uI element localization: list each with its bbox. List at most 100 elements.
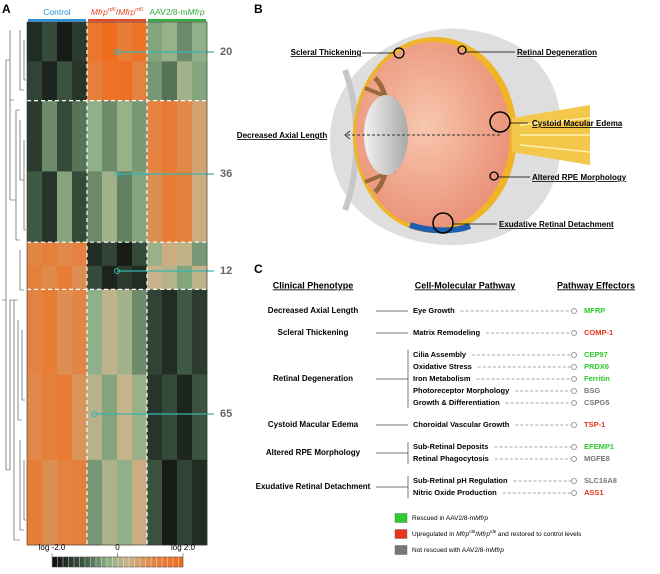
table-header: Cell-Molecular Pathway [415, 280, 516, 290]
text-part: Upregulated in [412, 531, 456, 538]
effector: PRDX6 [584, 362, 609, 371]
heatmap-cell [27, 61, 42, 101]
link-end [572, 445, 577, 450]
heatmap-cell [87, 242, 102, 266]
heatmap-cell [27, 266, 42, 290]
effector: EFEMP1 [584, 442, 614, 451]
group-label: Mfrprd6/Mfrprd6 [91, 7, 144, 17]
heatmap-cell [102, 101, 117, 172]
heatmap-cell [147, 375, 162, 461]
effector: Ferritin [584, 374, 610, 383]
cluster-size: 20 [220, 46, 232, 58]
heatmap-cell [42, 289, 57, 375]
heatmap-cell [132, 171, 147, 242]
heatmap-cell [87, 289, 102, 375]
colorbar-label: log 2.0 [171, 543, 196, 552]
heatmap-cell [72, 101, 87, 172]
heatmap-cell [42, 460, 57, 546]
heatmap-cell [42, 266, 57, 290]
group-label: Control [43, 7, 71, 17]
heatmap-cell [192, 289, 207, 375]
heatmap-cell [42, 61, 57, 101]
pathway: Iron Metabolism [413, 374, 471, 383]
heatmap-cell [132, 375, 147, 461]
legend-text: Upregulated in Mfrprd6/Mfrprd6 and resto… [412, 529, 582, 538]
heatmap-cell [162, 22, 177, 62]
heatmap-cell [147, 242, 162, 266]
heatmap-cell [132, 101, 147, 172]
heatmap-cell [87, 101, 102, 172]
heatmap-cell [102, 375, 117, 461]
heatmap-cell [102, 460, 117, 546]
heatmap-cell [162, 242, 177, 266]
effector: CSPG5 [584, 398, 609, 407]
link-end [572, 457, 577, 462]
heatmap-cell [87, 22, 102, 62]
colorbar [52, 557, 183, 567]
text-part: Mfrp [188, 7, 205, 17]
group-bar [88, 19, 146, 22]
eye-label: Cystoid Macular Edema [532, 119, 623, 128]
legend-swatch [395, 546, 407, 555]
heatmap: 20361265ControlMfrprd6/Mfrprd6AAV2/8-mMf… [27, 7, 232, 567]
heatmap-cell [57, 460, 72, 546]
heatmap-cell [117, 171, 132, 242]
text-part: Mfrp [491, 547, 504, 554]
heatmap-cell [177, 375, 192, 461]
link-end [572, 389, 577, 394]
pathway: Sub-Retinal pH Regulation [413, 476, 508, 485]
text-part: Control [43, 7, 71, 17]
heatmap-cell [147, 289, 162, 375]
pathway: Sub-Retinal Deposits [413, 442, 488, 451]
heatmap-cell [162, 289, 177, 375]
heatmap-cell [72, 242, 87, 266]
heatmap-cell [57, 289, 72, 375]
heatmap-cell [177, 460, 192, 546]
heatmap-cell [57, 101, 72, 172]
cluster-size: 65 [220, 408, 232, 420]
heatmap-cell [132, 289, 147, 375]
text-part: Not rescued with AAV2/8-m [412, 547, 491, 554]
heatmap-cell [57, 266, 72, 290]
heatmap-cell [177, 289, 192, 375]
heatmap-cell [87, 460, 102, 546]
heatmap-cell [72, 460, 87, 546]
heatmap-cell [147, 266, 162, 290]
phenotype: Retinal Degeneration [273, 374, 353, 383]
pathway: Cilia Assembly [413, 350, 467, 359]
eye-label: Scleral Thickening [291, 48, 362, 57]
heatmap-cell [27, 101, 42, 172]
heatmap-cell [27, 289, 42, 375]
heatmap-cell [57, 242, 72, 266]
heatmap-cell [177, 242, 192, 266]
group-label: AAV2/8-mMfrp [149, 7, 204, 17]
heatmap-cell [87, 266, 102, 290]
panel-label: C [254, 262, 263, 276]
heatmap-cell [102, 289, 117, 375]
pathway: Retinal Phagocytosis [413, 454, 489, 463]
text-part: Mfrp [91, 7, 108, 17]
heatmap-cell [102, 22, 117, 62]
pathway: Choroidal Vascular Growth [413, 420, 510, 429]
effector: COMP-1 [584, 328, 613, 337]
effector: BSG [584, 386, 600, 395]
group-bar [28, 19, 86, 22]
pathway: Matrix Remodeling [413, 328, 481, 337]
phenotype: Cystoid Macular Edema [268, 420, 359, 429]
heatmap-cell [192, 375, 207, 461]
heatmap-cell [87, 61, 102, 101]
heatmap-cell [177, 61, 192, 101]
pathway: Photoreceptor Morphology [413, 386, 510, 395]
text-part: Mfrp [118, 7, 135, 17]
text-part: AAV2/8-m [149, 7, 187, 17]
text-part: Rescued in AAV2/8-m [412, 515, 475, 522]
link-end [572, 401, 577, 406]
colorbar-label: 0 [115, 543, 120, 552]
heatmap-cell [117, 61, 132, 101]
table-header: Clinical Phenotype [273, 280, 354, 290]
table-header: Pathway Effectors [557, 280, 635, 290]
link-end [572, 353, 577, 358]
eye-label: Retinal Degeneration [517, 48, 597, 57]
heatmap-cell [192, 101, 207, 172]
